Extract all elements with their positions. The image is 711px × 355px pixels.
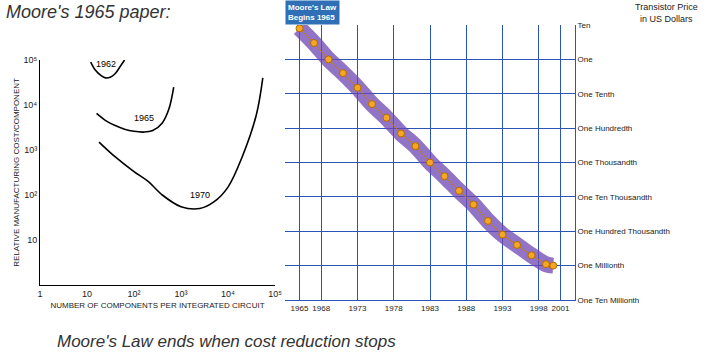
svg-text:1993: 1993 <box>494 304 512 313</box>
svg-text:One: One <box>578 55 594 64</box>
svg-text:10²: 10² <box>24 190 37 200</box>
svg-text:One Thousandth: One Thousandth <box>578 158 637 167</box>
svg-text:Moore's Law ends when cost red: Moore's Law ends when cost reduction sto… <box>57 332 396 351</box>
svg-text:10⁵: 10⁵ <box>268 289 282 299</box>
svg-text:1965: 1965 <box>134 113 154 123</box>
svg-text:RELATIVE MANUFACTURING COST/CO: RELATIVE MANUFACTURING COST/COMPONENT <box>12 78 21 267</box>
svg-text:Moore's 1965 paper:: Moore's 1965 paper: <box>6 2 171 22</box>
svg-text:2001: 2001 <box>552 304 570 313</box>
svg-text:1970: 1970 <box>190 190 210 200</box>
svg-text:1: 1 <box>37 289 42 299</box>
svg-text:10⁵: 10⁵ <box>23 55 37 65</box>
svg-text:10: 10 <box>82 289 92 299</box>
svg-text:1998: 1998 <box>530 304 548 313</box>
svg-text:NUMBER OF COMPONENTS PER INTEG: NUMBER OF COMPONENTS PER INTEGRATED CIRC… <box>50 301 264 310</box>
svg-text:10: 10 <box>27 235 37 245</box>
svg-text:1973: 1973 <box>349 304 367 313</box>
svg-text:Moore's LawBegins 1965: Moore's LawBegins 1965 <box>288 3 337 22</box>
svg-text:1965: 1965 <box>291 304 309 313</box>
svg-text:1968: 1968 <box>312 304 330 313</box>
svg-text:10⁴: 10⁴ <box>23 100 37 110</box>
svg-text:One Tenth: One Tenth <box>578 90 615 99</box>
svg-text:10³: 10³ <box>24 145 37 155</box>
svg-text:10²: 10² <box>127 289 140 299</box>
svg-text:10⁴: 10⁴ <box>221 289 235 299</box>
svg-text:10³: 10³ <box>174 289 187 299</box>
svg-text:One Millionth: One Millionth <box>578 261 625 270</box>
svg-text:1962: 1962 <box>96 59 116 69</box>
svg-text:One Ten Millionth: One Ten Millionth <box>578 296 640 305</box>
svg-text:One Hundred Thousandth: One Hundred Thousandth <box>578 227 670 236</box>
svg-text:1988: 1988 <box>457 304 475 313</box>
svg-text:One Hundredth: One Hundredth <box>578 124 633 133</box>
svg-text:One Ten Thousandth: One Ten Thousandth <box>578 193 652 202</box>
svg-text:1983: 1983 <box>421 304 439 313</box>
svg-text:Transistor Pricein US Dollars: Transistor Pricein US Dollars <box>635 2 698 24</box>
svg-text:Ten: Ten <box>578 21 591 30</box>
svg-text:1978: 1978 <box>385 304 403 313</box>
